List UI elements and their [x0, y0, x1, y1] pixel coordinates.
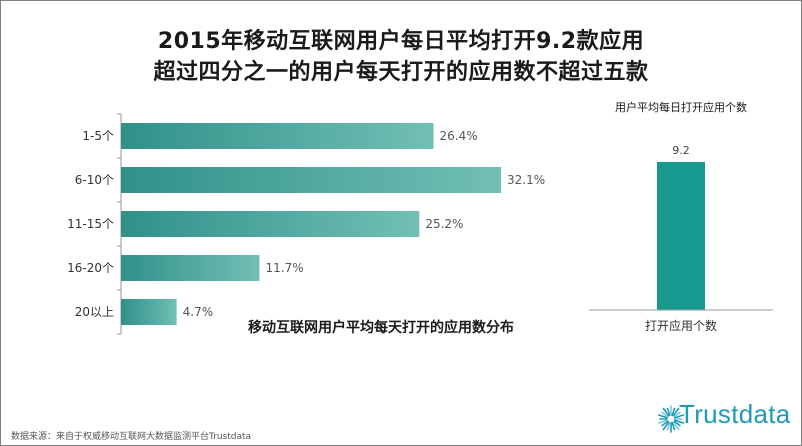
value-label: 25.2%: [425, 217, 463, 231]
source-note: 数据来源：来自于权威移动互联网大数据监测平台Trustdata: [11, 432, 252, 442]
category-label: 20以上: [75, 305, 114, 319]
logo-ray: [673, 414, 685, 419]
logo-ray: [657, 419, 669, 424]
value-label: 26.4%: [440, 129, 478, 143]
value-label: 32.1%: [507, 173, 545, 187]
logo-ray: [662, 421, 670, 431]
main-title-line-1: 2015年移动互联网用户每日平均打开9.2款应用: [157, 29, 645, 54]
logo-ray: [661, 420, 669, 427]
logo-ray: [673, 419, 685, 424]
value-label: 4.7%: [183, 305, 214, 319]
logo-ray: [661, 411, 669, 418]
chart-title-left: 移动互联网用户平均每天打开的应用数分布: [248, 319, 514, 336]
trustdata-logo-text: Trustdata: [679, 399, 791, 429]
trustdata-logo-icon: [657, 405, 685, 433]
bar-3: [121, 211, 420, 237]
logo-ray: [672, 407, 680, 417]
value-label: 9.2: [672, 144, 690, 157]
distribution-bar-chart: 1-5个 26.4% 6-10个 32.1% 11-15个 25.2% 16-20个 11.7…: [67, 113, 545, 336]
logo-ray: [671, 407, 676, 417]
category-label: 打开应用个数: [645, 318, 717, 333]
logo-ray: [671, 421, 676, 431]
logo-ray: [666, 421, 671, 431]
chart-title-right: 用户平均每日打开应用个数: [615, 100, 747, 114]
category-label: 6-10个: [75, 173, 114, 187]
category-label: 1-5个: [82, 129, 114, 143]
logo-ray: [662, 407, 670, 417]
bar-4: [121, 255, 260, 281]
bar-2: [121, 167, 501, 193]
logo-ray: [666, 407, 671, 417]
bar-1: [121, 123, 434, 149]
logo-ray: [673, 420, 681, 427]
main-title-line-2: 超过四分之一的用户每天打开的应用数不超过五款: [153, 60, 649, 85]
value-label: 11.7%: [266, 261, 304, 275]
logo-ray: [672, 421, 680, 431]
bar-5: [121, 299, 177, 325]
daily-apps-bar-chart: 用户平均每日打开应用个数 9.2 打开应用个数: [589, 100, 773, 333]
category-label: 11-15个: [67, 217, 114, 231]
category-label: 16-20个: [67, 261, 114, 275]
logo-ray: [657, 414, 669, 419]
bar-daily-apps: [657, 162, 705, 310]
logo-ray: [673, 411, 681, 418]
